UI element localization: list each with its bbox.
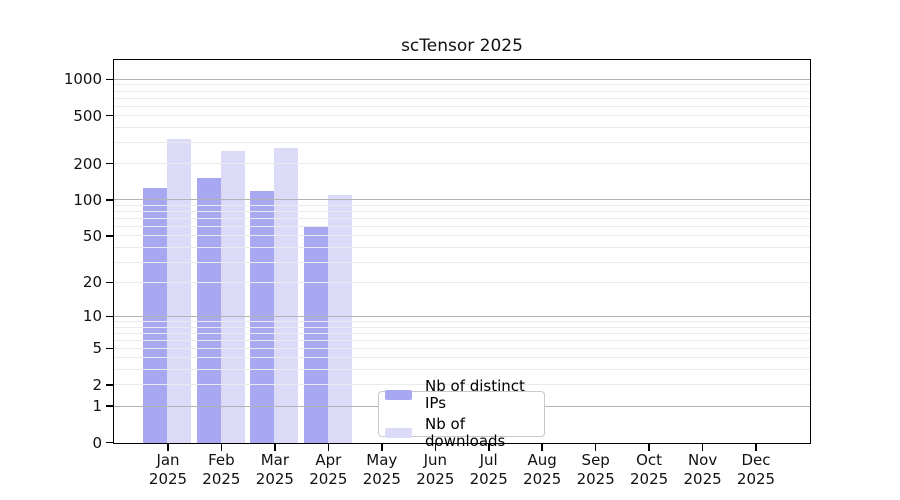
gridline-4 — [114, 357, 810, 359]
bar-distinct-ips-feb — [196, 177, 221, 443]
gridline-30 — [114, 261, 810, 263]
x-tick-jan — [167, 444, 169, 451]
gridline-80 — [114, 211, 810, 212]
y-tick-500 — [106, 114, 113, 117]
gridline-5 — [114, 347, 810, 349]
y-tick-0 — [106, 441, 113, 444]
gridline-800 — [114, 90, 810, 92]
x-tick-oct — [648, 444, 650, 451]
y-tick-20 — [106, 281, 113, 284]
x-tick-label-sep: Sep 2025 — [576, 451, 615, 488]
y-tick-label-5: 5 — [92, 339, 102, 358]
gridline-8 — [114, 326, 810, 328]
x-tick-may — [381, 444, 383, 451]
bar-downloads-jan — [167, 139, 192, 443]
legend-label-distinct-ips: Nb of distinct IPs — [425, 377, 525, 412]
x-tick-sep — [594, 444, 597, 451]
x-tick-apr — [327, 444, 330, 451]
y-tick-label-1000: 1000 — [63, 70, 102, 89]
x-tick-dec — [755, 444, 757, 451]
gridline-40 — [114, 246, 810, 248]
gridline-2 — [114, 384, 810, 386]
x-tick-label-nov: Nov 2025 — [683, 451, 722, 488]
y-tick-label-20: 20 — [82, 273, 102, 292]
y-tick-label-1: 1 — [92, 397, 102, 416]
legend-swatch-downloads-icon — [385, 428, 412, 438]
x-tick-mar — [274, 444, 276, 451]
legend-item-distinct-ips: Nb of distinct IPs — [385, 378, 538, 412]
gridline-6 — [114, 339, 810, 341]
y-tick-label-2: 2 — [92, 375, 102, 394]
y-tick-10 — [106, 315, 113, 318]
y-tick-5 — [106, 347, 113, 350]
x-tick-nov — [701, 444, 704, 451]
gridline-70 — [114, 217, 810, 219]
gridline-900 — [114, 84, 810, 86]
x-tick-feb — [220, 444, 223, 451]
x-tick-jun — [434, 444, 436, 451]
x-tick-label-jan: Jan 2025 — [148, 451, 188, 488]
bar-distinct-ips-mar — [250, 190, 275, 443]
legend-label-downloads: Nb of downloads — [425, 415, 506, 450]
gridline-50 — [114, 235, 810, 237]
y-tick-50 — [106, 235, 113, 237]
gridline-20 — [114, 281, 810, 283]
y-tick-200 — [106, 162, 113, 165]
bar-downloads-apr — [327, 195, 352, 443]
x-tick-label-oct: Oct 2025 — [630, 451, 669, 488]
legend-item-downloads: Nb of downloads — [385, 416, 538, 450]
chart-title: scTensor 2025 — [401, 36, 523, 56]
gridline-400 — [114, 126, 810, 128]
gridline-700 — [114, 97, 810, 99]
gridline-600 — [114, 105, 810, 107]
gridline-7 — [114, 332, 810, 334]
gridline-9 — [114, 320, 810, 322]
y-tick-2 — [106, 384, 113, 386]
plot-area — [113, 59, 811, 444]
x-tick-label-may: May 2025 — [362, 451, 401, 488]
y-tick-100 — [106, 199, 113, 201]
gridline-300 — [114, 142, 810, 143]
x-tick-label-aug: Aug 2025 — [523, 451, 562, 488]
legend-swatch-distinct-ips-icon — [385, 390, 412, 400]
gridline-3 — [114, 369, 810, 371]
gridline-1000 — [114, 78, 810, 80]
x-tick-label-dec: Dec 2025 — [736, 451, 776, 488]
gridline-200 — [114, 163, 810, 165]
x-tick-label-mar: Mar 2025 — [255, 451, 294, 488]
y-tick-label-0: 0 — [92, 433, 102, 452]
gridline-90 — [114, 204, 810, 206]
gridline-60 — [114, 225, 810, 227]
y-tick-label-50: 50 — [82, 226, 102, 245]
y-tick-label-10: 10 — [82, 307, 102, 326]
x-tick-aug — [541, 444, 543, 451]
y-tick-label-100: 100 — [73, 190, 102, 209]
x-tick-label-apr: Apr 2025 — [309, 451, 348, 488]
legend: Nb of distinct IPs Nb of downloads — [378, 378, 545, 450]
bar-downloads-feb — [220, 150, 245, 443]
y-tick-label-200: 200 — [73, 154, 102, 173]
x-tick-label-jul: Jul 2025 — [469, 451, 508, 488]
x-tick-jul — [488, 444, 490, 451]
gridline-100 — [114, 199, 810, 201]
gridline-10 — [114, 315, 810, 317]
y-tick-1 — [106, 405, 113, 407]
y-tick-1000 — [106, 78, 113, 80]
x-tick-label-feb: Feb 2025 — [202, 451, 241, 488]
x-tick-label-jun: Jun 2025 — [416, 451, 455, 488]
bar-downloads-mar — [274, 147, 299, 443]
bar-distinct-ips-apr — [303, 226, 328, 443]
bar-distinct-ips-jan — [143, 187, 168, 443]
y-tick-label-500: 500 — [73, 106, 102, 125]
gridline-500 — [114, 115, 810, 117]
